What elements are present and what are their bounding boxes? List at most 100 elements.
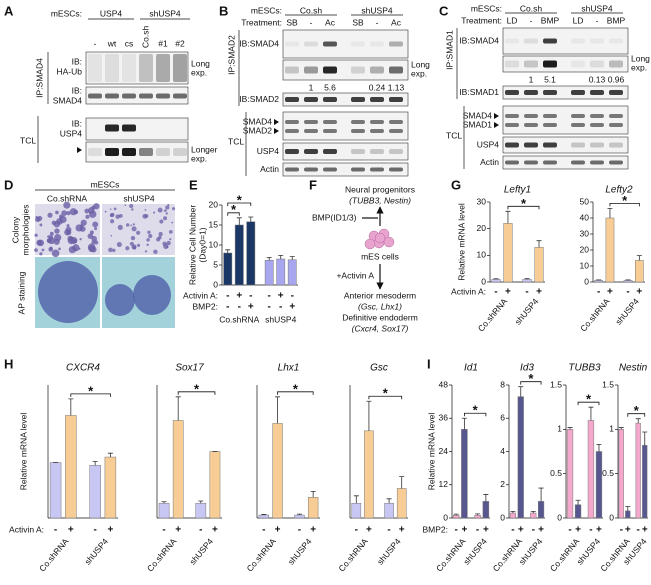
- error-bar: [236, 217, 242, 225]
- y-tick-label: 8: [500, 379, 505, 389]
- bar: [452, 514, 460, 519]
- significance: *: [383, 386, 389, 401]
- error-bar: [635, 418, 641, 424]
- condition-label: Activin A:: [451, 286, 486, 296]
- significance: *: [586, 392, 592, 407]
- panel-label: A: [4, 3, 14, 18]
- panel-label: H: [4, 356, 13, 371]
- label: exp.: [631, 62, 647, 72]
- label: TCL: [20, 135, 36, 145]
- blot: [502, 27, 629, 55]
- significance-bracket: [609, 203, 640, 207]
- y-tick-label: 36: [439, 413, 449, 423]
- chart-title: Lefty2: [605, 185, 633, 196]
- colony: [49, 246, 53, 250]
- error-bar: [225, 249, 231, 253]
- band: [524, 90, 538, 95]
- label: USP4: [477, 139, 499, 149]
- label: Treatment:: [461, 15, 502, 25]
- band: [323, 66, 337, 74]
- bar: [223, 252, 233, 286]
- lane-label: #1: [158, 38, 168, 48]
- label: AP staining: [16, 271, 26, 314]
- label: IB:: [72, 85, 82, 95]
- condition-level: -: [597, 287, 600, 298]
- condition-level: +: [636, 287, 642, 298]
- y-tick-label: 20: [580, 244, 590, 254]
- colony: [131, 226, 137, 232]
- colony: [146, 243, 149, 247]
- band: [543, 123, 557, 127]
- colony: [166, 245, 169, 249]
- condition-level: +: [538, 525, 544, 536]
- error-bar: [483, 494, 489, 502]
- band: [323, 41, 337, 47]
- y-tick-label: 10: [580, 260, 590, 270]
- band: [323, 167, 337, 172]
- condition-level: +: [175, 525, 181, 536]
- colony: [165, 212, 168, 215]
- colony: [136, 243, 141, 247]
- colony: [92, 221, 99, 228]
- band: [285, 120, 299, 124]
- error-bar: [596, 444, 602, 452]
- label: IB:SMAD4: [459, 35, 499, 45]
- band: [571, 114, 585, 118]
- significance: *: [528, 371, 534, 386]
- label: mESCs:: [51, 8, 82, 18]
- lane-label: Co.sh: [140, 26, 150, 48]
- band: [590, 142, 604, 148]
- condition-level: +: [625, 525, 631, 536]
- band: [389, 97, 403, 102]
- condition-level: +: [236, 291, 242, 302]
- band: [304, 41, 318, 47]
- label: Anterior mesoderm: [344, 290, 416, 300]
- y-tick-label: 0.5: [602, 468, 614, 478]
- condition-level: -: [226, 291, 229, 302]
- error-bar: [68, 398, 74, 416]
- blot: [85, 51, 189, 85]
- bar: [625, 510, 631, 519]
- y-tick-label: 0.5: [550, 468, 562, 478]
- condition-level: -: [525, 287, 528, 298]
- error-bar: [386, 498, 392, 504]
- colony: [166, 240, 171, 246]
- label: shUSP4: [361, 5, 392, 15]
- colony: [79, 238, 82, 241]
- label: BMP(ID1/3): [312, 212, 357, 222]
- label: SMAD4: [243, 116, 273, 126]
- band: [351, 129, 365, 133]
- band: [139, 148, 153, 156]
- bar: [635, 260, 644, 283]
- bar: [294, 514, 305, 519]
- colony: [168, 229, 173, 234]
- lane-label: -: [376, 17, 379, 27]
- colony: [130, 224, 133, 227]
- band: [304, 66, 318, 74]
- y-tick-label: 15: [209, 219, 219, 229]
- error-bar: [588, 406, 594, 421]
- colony: [159, 219, 164, 224]
- condition-level: +: [518, 525, 524, 536]
- error-bar: [175, 396, 181, 421]
- colony: [144, 209, 147, 211]
- condition-level: -: [637, 525, 640, 536]
- lane-label: SB: [352, 17, 364, 27]
- y-tick-label: 50: [580, 196, 590, 206]
- label: Co.shRNA: [47, 193, 87, 203]
- band: [285, 41, 299, 47]
- label: IP:SMAD4: [34, 58, 44, 98]
- bar: [503, 223, 513, 283]
- band: [122, 93, 136, 99]
- colony: [88, 210, 97, 218]
- colony: [116, 242, 122, 248]
- error-bar: [618, 427, 624, 430]
- band: [105, 93, 119, 99]
- colony: [169, 238, 172, 241]
- y-tick-label: 0: [557, 512, 562, 522]
- colony: [136, 230, 141, 235]
- colony: [35, 217, 41, 223]
- condition-level: -: [249, 291, 252, 302]
- band: [285, 97, 299, 102]
